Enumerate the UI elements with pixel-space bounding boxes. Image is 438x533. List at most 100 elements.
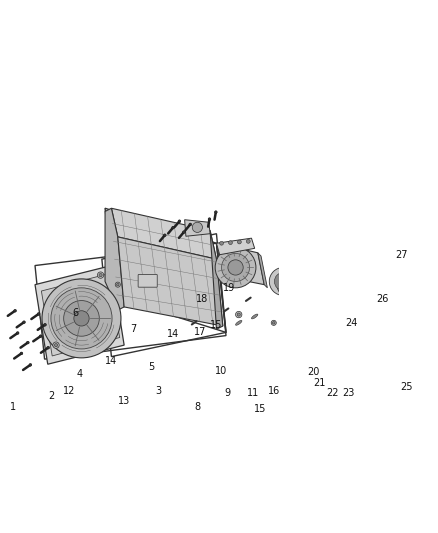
Polygon shape (105, 208, 124, 310)
Text: 23: 23 (343, 388, 355, 398)
Circle shape (222, 254, 250, 281)
Text: 17: 17 (194, 327, 207, 337)
Circle shape (117, 284, 119, 286)
Ellipse shape (236, 320, 242, 325)
Polygon shape (41, 274, 120, 356)
Circle shape (97, 272, 104, 278)
Text: 20: 20 (307, 367, 319, 377)
Circle shape (189, 223, 192, 226)
Circle shape (219, 241, 223, 245)
Circle shape (42, 279, 121, 358)
Circle shape (332, 279, 337, 284)
Circle shape (16, 332, 19, 334)
Text: 21: 21 (314, 378, 326, 389)
Circle shape (163, 234, 166, 237)
Text: 4: 4 (77, 369, 83, 379)
Text: 8: 8 (194, 402, 201, 412)
Polygon shape (210, 231, 223, 329)
Text: 9: 9 (225, 388, 231, 398)
Text: 10: 10 (215, 366, 228, 376)
Circle shape (269, 268, 297, 295)
Text: 27: 27 (395, 250, 407, 260)
Polygon shape (35, 265, 124, 364)
Circle shape (277, 272, 302, 297)
Text: 22: 22 (326, 388, 339, 398)
Polygon shape (216, 243, 226, 281)
Circle shape (44, 324, 46, 326)
Ellipse shape (251, 314, 258, 319)
Circle shape (99, 273, 102, 277)
Circle shape (172, 226, 174, 229)
Circle shape (178, 220, 181, 223)
Circle shape (237, 313, 240, 316)
Text: 18: 18 (196, 294, 208, 304)
Circle shape (51, 288, 112, 349)
Circle shape (285, 277, 307, 300)
Circle shape (427, 145, 429, 148)
Circle shape (183, 231, 185, 233)
Circle shape (215, 247, 256, 288)
Circle shape (237, 240, 241, 244)
Circle shape (435, 132, 438, 134)
Circle shape (29, 364, 32, 366)
Polygon shape (258, 253, 267, 288)
Text: 19: 19 (223, 283, 235, 293)
Circle shape (289, 281, 303, 295)
Circle shape (236, 311, 242, 318)
Circle shape (14, 309, 17, 312)
Circle shape (428, 161, 431, 164)
Text: 11: 11 (247, 388, 259, 398)
Polygon shape (216, 243, 264, 285)
Polygon shape (312, 275, 349, 313)
Circle shape (192, 222, 202, 232)
Text: 7: 7 (131, 324, 137, 334)
Circle shape (23, 321, 25, 324)
Circle shape (115, 282, 120, 287)
Circle shape (272, 321, 275, 324)
Circle shape (274, 272, 292, 290)
Text: 26: 26 (376, 294, 388, 304)
Text: 5: 5 (148, 362, 155, 373)
FancyBboxPatch shape (138, 274, 157, 287)
Circle shape (53, 342, 59, 348)
Circle shape (228, 260, 243, 275)
Circle shape (271, 320, 276, 325)
Text: 15: 15 (210, 320, 223, 330)
Text: 13: 13 (118, 396, 130, 406)
Text: 2: 2 (48, 391, 54, 401)
Circle shape (208, 217, 211, 221)
Circle shape (215, 211, 217, 214)
Text: 15: 15 (254, 404, 266, 414)
Circle shape (418, 153, 421, 156)
Circle shape (20, 352, 23, 355)
Circle shape (64, 301, 99, 336)
Text: 6: 6 (72, 308, 78, 318)
Circle shape (47, 346, 49, 349)
Polygon shape (118, 237, 223, 326)
Circle shape (298, 284, 311, 297)
Circle shape (229, 241, 233, 245)
Text: 14: 14 (105, 356, 117, 366)
Circle shape (26, 341, 29, 344)
Circle shape (281, 277, 298, 293)
Text: 3: 3 (155, 386, 161, 396)
Text: 14: 14 (167, 329, 179, 338)
Circle shape (325, 288, 337, 301)
Text: 16: 16 (268, 386, 280, 396)
Circle shape (37, 312, 40, 316)
Polygon shape (185, 220, 210, 236)
Text: 12: 12 (63, 386, 75, 396)
Text: 24: 24 (345, 318, 357, 328)
Circle shape (320, 282, 343, 305)
Polygon shape (111, 208, 216, 259)
Circle shape (420, 171, 423, 173)
Circle shape (410, 161, 413, 164)
Circle shape (39, 335, 42, 337)
Text: 1: 1 (10, 402, 16, 412)
Circle shape (54, 344, 58, 346)
Circle shape (247, 239, 250, 243)
Polygon shape (216, 238, 254, 255)
Text: 25: 25 (400, 382, 413, 392)
Circle shape (294, 280, 314, 301)
Circle shape (74, 311, 89, 326)
